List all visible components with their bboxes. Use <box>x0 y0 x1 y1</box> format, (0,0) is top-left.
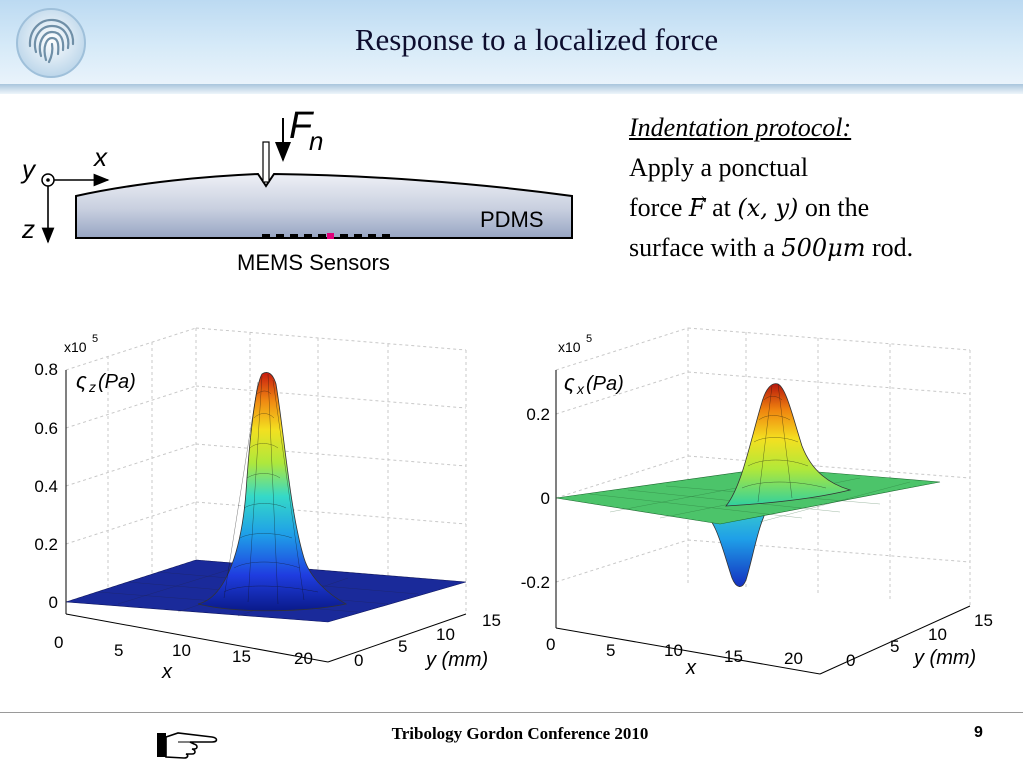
protocol-line-3: surface with a 500μm rod. <box>629 228 1019 268</box>
fingerprint-logo-icon <box>16 8 86 78</box>
plot1-xtick: 15 <box>232 647 251 666</box>
plot2-peak <box>725 383 852 507</box>
plot2-xticks: 0 5 10 15 20 <box>546 635 803 668</box>
coordinates: (x, y) <box>737 194 799 222</box>
header-divider <box>0 84 1023 94</box>
plot1-zlabel-sub: z <box>88 379 96 395</box>
plot1-peak <box>197 372 348 612</box>
y-axis-label: y <box>20 154 37 184</box>
on-the-word: on the <box>804 193 870 222</box>
material-label: PDMS <box>480 207 544 232</box>
z-axis-label: z <box>21 214 35 244</box>
plot1-xtick: 20 <box>294 649 313 668</box>
plot2-xlabel: x <box>685 657 697 679</box>
plot2-axes <box>555 370 971 675</box>
plot1-xlabel: x <box>161 661 173 683</box>
plot2-ytick: 15 <box>974 611 993 630</box>
plot1-xtick: 5 <box>114 641 123 660</box>
plot2-ytick: 10 <box>928 625 947 644</box>
plot2-ztick: 0 <box>541 489 550 508</box>
plot1-ztick: 0 <box>49 593 58 612</box>
plot2-ytick: 0 <box>846 651 855 670</box>
protocol-heading: Indentation protocol: <box>629 113 852 142</box>
page-number: 9 <box>974 724 983 741</box>
plot1-zticks: 0.8 0.6 0.4 0.2 0 <box>34 360 58 612</box>
force-label: F <box>289 105 314 147</box>
plot2-ytick: 5 <box>890 637 899 656</box>
at-word: at <box>712 193 731 222</box>
rod-size: 500μm <box>781 234 866 262</box>
plot1-ytick: 15 <box>482 611 501 630</box>
plot2-exponent: 5 <box>586 333 592 345</box>
x-axis-label: x <box>92 142 108 172</box>
pointing-hand-icon[interactable] <box>156 729 220 759</box>
page-title: Response to a localized force <box>354 22 719 57</box>
indentation-protocol: Indentation protocol: Apply a ponctual f… <box>629 108 1019 268</box>
plot2-zlabel-symbol: ς <box>564 370 575 395</box>
plot1-ytick: 0 <box>354 651 363 670</box>
plot2-multiplier: x10 <box>558 339 581 355</box>
plot1-xtick: 0 <box>54 633 63 652</box>
force-word: force <box>629 193 683 222</box>
plot1-zlabel-unit: (Pa) <box>98 371 136 393</box>
plot1-ylabel: y (mm) <box>424 649 488 671</box>
plot1-axes <box>65 370 467 663</box>
plot1-ztick: 0.2 <box>34 535 58 554</box>
plot1-ztick: 0.8 <box>34 360 58 379</box>
plot1-ztick: 0.4 <box>34 477 58 496</box>
stress-x-surface-plot: x10 5 ς x (Pa) 0.2 0 -0.2 0 5 10 15 20 x… <box>521 327 993 679</box>
plot2-xtick: 15 <box>724 647 743 666</box>
plot2-ztick: -0.2 <box>521 573 550 592</box>
plot1-yticks: 0 5 10 15 <box>354 611 501 670</box>
plot2-yticks: 0 5 10 15 <box>846 611 993 670</box>
force-vector: F → <box>688 189 706 222</box>
plot2-xtick: 5 <box>606 641 615 660</box>
surface-text: surface with a <box>629 233 775 262</box>
slide-header <box>0 0 1023 84</box>
plot2-xtick: 20 <box>784 649 803 668</box>
plot1-xtick: 10 <box>172 641 191 660</box>
stress-z-surface-plot: x10 5 ς z (Pa) 0.8 0.6 0.4 0.2 0 0 5 10 … <box>34 327 501 683</box>
plot1-ytick: 5 <box>398 637 407 656</box>
plot1-zlabel-symbol: ς <box>76 368 87 393</box>
plot2-zlabel-sub: x <box>576 381 585 397</box>
plot1-ztick: 0.6 <box>34 419 58 438</box>
protocol-line-2: force F → at (x, y) on the <box>629 188 1019 228</box>
plot2-xtick: 10 <box>664 641 683 660</box>
indentation-diagram: F n y x z PDMS MEMS Sensors <box>20 105 573 275</box>
footer-divider <box>0 712 1023 713</box>
rod-word: rod. <box>872 233 914 262</box>
pdms-block <box>75 172 573 239</box>
plot2-ylabel: y (mm) <box>912 647 976 669</box>
plot1-exponent: 5 <box>92 333 98 345</box>
plot2-xtick: 0 <box>546 635 555 654</box>
plot1-multiplier: x10 <box>64 339 87 355</box>
plot1-ytick: 10 <box>436 625 455 644</box>
plot2-zticks: 0.2 0 -0.2 <box>521 405 550 592</box>
conference-name: Tribology Gordon Conference 2010 <box>391 724 649 743</box>
plot2-zlabel-unit: (Pa) <box>586 373 624 395</box>
indenter-rod <box>262 141 270 183</box>
plot1-xticks: 0 5 10 15 20 <box>54 633 313 668</box>
plot2-ztick: 0.2 <box>526 405 550 424</box>
sensors-label: MEMS Sensors <box>237 250 390 275</box>
protocol-line-1: Apply a ponctual <box>629 153 809 182</box>
mems-sensor-row <box>262 233 390 239</box>
force-subscript: n <box>309 126 323 156</box>
